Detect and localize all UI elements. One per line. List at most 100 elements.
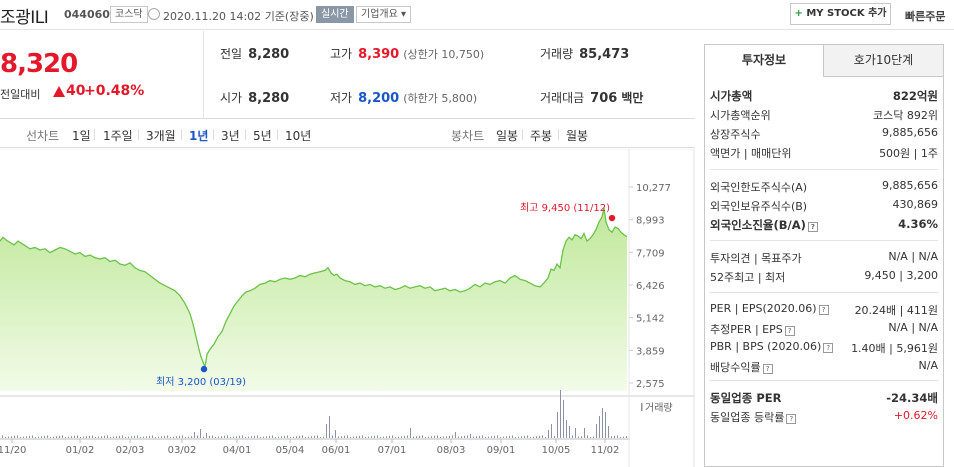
tab-monthly[interactable]: 월봉: [566, 129, 589, 143]
volume-bar: [560, 390, 561, 438]
quick-order-link[interactable]: 빠른주문: [905, 10, 946, 23]
volume-bar: [380, 437, 381, 438]
volume-bar: [137, 435, 138, 438]
info-value: 9,450 | 3,200: [864, 269, 938, 282]
volume-bar: [491, 436, 492, 438]
help-icon[interactable]: ?: [784, 326, 795, 336]
volume-bar: [62, 435, 63, 438]
period-bar: 선차트 1일 1주일 3개월 1년 3년 5년 10년 봉차트 일봉 주봉 월봉: [0, 120, 695, 148]
volume-bar: [350, 437, 351, 438]
volume-bar: [185, 437, 186, 438]
volume-bar: [272, 435, 273, 438]
stock-header: 조광ILI 044060 코스닥 2020.11.20 14:02 기준(장중)…: [0, 0, 954, 30]
info-row: 상장주식수 9,885,656: [710, 126, 938, 144]
price-line: [0, 207, 628, 370]
volume-bar: [434, 435, 435, 438]
volume-bar: [479, 435, 480, 438]
volume-bar: [182, 435, 183, 438]
volume-bar: [527, 435, 528, 438]
volume-bar: [296, 436, 297, 438]
info-row: 액면가 | 매매단위 500원 | 1주: [710, 145, 938, 163]
info-row: 외국인소진율(B/A)? 4.36%: [710, 217, 938, 235]
volume-bar: [497, 435, 498, 438]
volume-bar: [500, 437, 501, 438]
volume-bar: [110, 437, 111, 438]
volume-bar: [518, 436, 519, 438]
volume-bar: [512, 435, 513, 438]
volume-bar: [5, 437, 6, 438]
volume-bar: [536, 436, 537, 438]
info-row: 외국인보유주식수(B) 430,869: [710, 198, 938, 216]
volume-bar: [371, 436, 372, 438]
info-value: 822억원: [892, 89, 938, 103]
info-row: 동일업종 등락률? +0.62%: [710, 409, 938, 427]
volume-bar: [140, 437, 141, 438]
help-icon[interactable]: ?: [762, 364, 773, 374]
volume-bar: [374, 435, 375, 438]
price-chart[interactable]: 10,277 8,993 7,709 6,426 5,142 3,859 2,575 최고 …: [0, 149, 695, 467]
volume-bar: [83, 436, 84, 438]
volume-bar: [356, 436, 357, 438]
volume-bar: [611, 436, 612, 438]
volume-bar: [362, 435, 363, 438]
tab-3m[interactable]: 3개월: [146, 129, 176, 143]
volume-bar: [47, 435, 48, 438]
tab-10y[interactable]: 10년: [285, 129, 312, 143]
volume-bar: [542, 435, 543, 438]
volume-bar: [509, 435, 510, 438]
volume-bar: [164, 435, 165, 438]
info-key: 상장주식수: [710, 128, 761, 141]
tab-3y[interactable]: 3년: [221, 129, 240, 143]
info-key: 시가총액: [710, 89, 753, 103]
volume-bar: [44, 435, 45, 438]
volume-bar: [440, 437, 441, 438]
company-overview-dropdown[interactable]: 기업개요 ▾: [356, 6, 412, 23]
change-label: 전일대비: [0, 88, 41, 101]
price-chart-svg[interactable]: 10,277 8,993 7,709 6,426 5,142 3,859 2,575 최고 …: [0, 149, 695, 467]
volume-bar: [80, 437, 81, 438]
tab-1w[interactable]: 1주일: [103, 129, 133, 143]
volume-bar: [104, 435, 105, 438]
volume-bar: [248, 436, 249, 438]
volume-bar: [257, 435, 258, 438]
volume-bar: [65, 437, 66, 438]
realtime-button[interactable]: 실시간: [316, 6, 354, 23]
volume-bar: [95, 437, 96, 438]
y-tick-label: 8,993: [636, 216, 665, 227]
help-icon[interactable]: ?: [786, 414, 797, 424]
help-icon[interactable]: ?: [807, 222, 818, 232]
volume-bar: [392, 435, 393, 438]
volume-bar: [605, 412, 606, 438]
divider: [245, 129, 246, 140]
volume-bar: [422, 435, 423, 438]
low-point-marker: [200, 365, 208, 373]
volume-bar: [470, 434, 471, 438]
tab-1d[interactable]: 1일: [72, 129, 91, 143]
info-row: PER | EPS(2020.06)? 20.24배 | 411원: [710, 302, 938, 320]
volume-bar: [230, 437, 231, 438]
volume-bar: [152, 435, 153, 438]
volume-bar: [485, 437, 486, 438]
tab-daily[interactable]: 일봉: [496, 129, 519, 143]
volume-bar: [188, 436, 189, 438]
tab-orderbook[interactable]: 호가10단계: [823, 44, 944, 77]
volume-bar: [53, 436, 54, 438]
tab-investment-info[interactable]: 투자정보: [704, 44, 824, 77]
volume-bar: [461, 436, 462, 438]
volume-bar: [587, 435, 588, 438]
volume-bar: [155, 437, 156, 438]
help-icon[interactable]: ?: [818, 305, 829, 315]
tab-1y[interactable]: 1년: [189, 129, 209, 143]
volume-bar: [194, 432, 195, 438]
volume-bar: [389, 435, 390, 438]
y-tick-label: 3,859: [636, 346, 665, 357]
volume-bar: [326, 424, 327, 438]
tab-weekly[interactable]: 주봉: [530, 129, 553, 143]
volume-bar: [146, 436, 147, 438]
add-mystock-button[interactable]: + MY STOCK 추가: [790, 3, 891, 25]
divider: [710, 169, 938, 170]
volume-bar: [398, 436, 399, 438]
tab-5y[interactable]: 5년: [253, 129, 272, 143]
volume-bar: [494, 435, 495, 438]
help-icon[interactable]: ?: [823, 343, 834, 353]
